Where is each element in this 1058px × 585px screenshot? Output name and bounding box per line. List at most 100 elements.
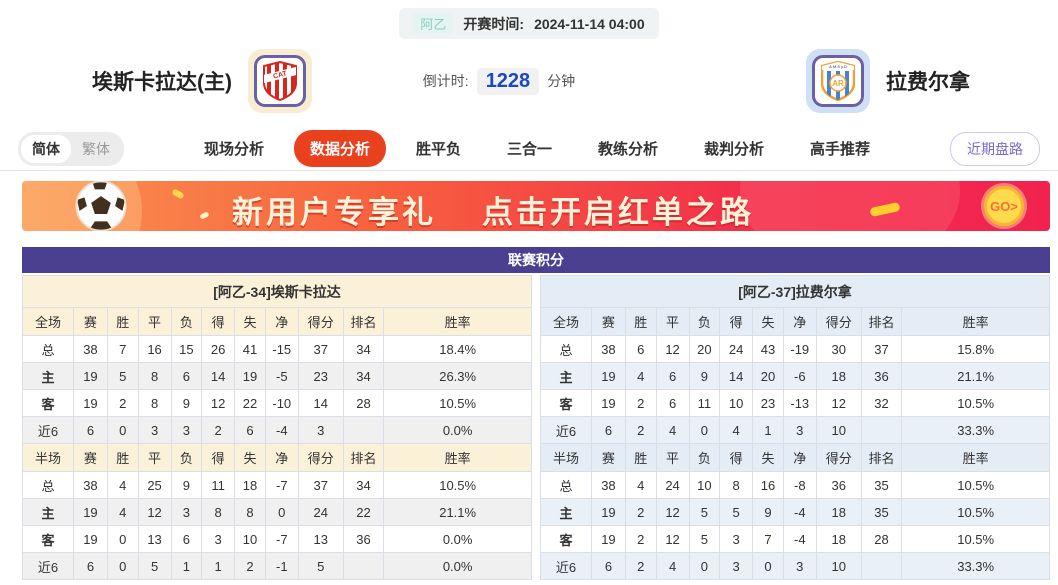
stat-cell: 34 — [342, 362, 385, 390]
stat-cell: 15.8% — [901, 335, 1050, 363]
stat-cell: 38 — [72, 335, 108, 363]
stat-cell: 30 — [815, 335, 862, 363]
stat-cell: 2 — [624, 498, 657, 526]
stat-cell: 41 — [234, 335, 266, 363]
tab-2[interactable]: 胜平负 — [400, 130, 477, 167]
stats-table-right: [阿乙-37]拉费尔拿 全场赛胜平负得失净得分 排名 胜率总 38 6 12 20 24 43 -1… — [540, 275, 1050, 580]
tab-4[interactable]: 教练分析 — [582, 130, 674, 167]
column-header: 排名 — [860, 443, 903, 472]
lang-simplified-button[interactable]: 简体 — [21, 134, 71, 163]
stat-cell: 1 — [170, 552, 203, 580]
stat-cell: -7 — [264, 525, 299, 553]
stat-cell: 38 — [590, 335, 626, 363]
stat-cell: 0 — [688, 416, 721, 444]
stat-cell: 36 — [860, 362, 903, 390]
stat-cell: 26.3% — [383, 362, 532, 390]
stat-cell: 28 — [860, 525, 903, 553]
navbar: 简体 繁体 现场分析 数据分析 胜平负 三合一 教练分析 裁判分析 高手推荐 近期盘路 — [0, 127, 1058, 171]
promo-banner[interactable]: 新用户专享礼 点击开启红单之路 GO> — [22, 181, 1050, 231]
row-label: 客 — [22, 525, 74, 553]
stat-cell: -4 — [264, 416, 299, 444]
stat-cell: 5 — [137, 552, 172, 580]
table-row: 近6 6 2 4 0 3 0 3 10 33.3% — [540, 552, 1050, 580]
stat-cell: 0 — [752, 552, 784, 580]
stat-cell — [342, 416, 385, 444]
stat-cell: 2 — [201, 416, 236, 444]
countdown: 倒计时: 1228 分钟 — [423, 67, 575, 95]
tab-1[interactable]: 数据分析 — [293, 130, 386, 167]
table-row: 主 19 5 8 6 14 19 -5 23 34 26.3% — [22, 362, 532, 390]
stat-cell: 6 — [590, 552, 626, 580]
stat-cell: 12 — [655, 525, 690, 553]
stat-cell: 9 — [688, 362, 721, 390]
stat-cell: -8 — [782, 471, 817, 499]
column-header: 全场 — [22, 307, 74, 336]
column-header: 净 — [264, 307, 299, 336]
home-team: 埃斯卡拉达(主) CAT — [92, 49, 312, 113]
stat-cell: 10 — [234, 525, 266, 553]
stat-cell: 12 — [137, 498, 172, 526]
tab-3[interactable]: 三合一 — [491, 130, 568, 167]
stat-cell: 2 — [624, 552, 657, 580]
column-header: 负 — [170, 307, 203, 336]
stat-cell: 33.3% — [901, 416, 1050, 444]
tab-5[interactable]: 裁判分析 — [688, 130, 780, 167]
column-header: 胜率 — [901, 307, 1050, 336]
tab-6[interactable]: 高手推荐 — [794, 130, 886, 167]
tab-0[interactable]: 现场分析 — [188, 130, 280, 167]
stat-cell: 14 — [297, 389, 344, 417]
stat-cell: 6 — [655, 362, 690, 390]
row-label: 客 — [540, 389, 592, 417]
stat-cell: -6 — [782, 362, 817, 390]
column-header: 失 — [234, 443, 266, 472]
stat-cell: 2 — [624, 525, 657, 553]
stat-cell: 3 — [782, 416, 817, 444]
stat-cell: 6 — [170, 362, 203, 390]
row-label: 主 — [540, 362, 592, 390]
stat-cell: 4 — [655, 552, 690, 580]
stat-cell: -19 — [782, 335, 817, 363]
stat-cell: 5 — [297, 552, 344, 580]
stat-cell: 3 — [297, 416, 344, 444]
column-header: 排名 — [860, 307, 903, 336]
column-header: 排名 — [342, 443, 385, 472]
stat-cell: 11 — [688, 389, 721, 417]
stat-cell: 28 — [342, 389, 385, 417]
column-header: 失 — [752, 307, 784, 336]
banner-text: 新用户专享礼 点击开启红单之路 — [232, 187, 754, 231]
table-row: 总 38 7 16 15 26 41 -15 37 34 18.4% — [22, 335, 532, 363]
table-row: 主 19 2 12 5 5 9 -4 18 35 10.5% — [540, 498, 1050, 526]
stat-cell: 2 — [624, 389, 657, 417]
table-row: 主 19 4 12 3 8 8 0 24 22 21.1% — [22, 498, 532, 526]
row-label: 客 — [22, 389, 74, 417]
table-row: 近6 6 0 3 3 2 6 -4 3 0.0% — [22, 416, 532, 444]
column-header: 胜率 — [901, 443, 1050, 472]
topbar: 阿乙 开赛时间: 2024-11-14 04:00 — [0, 0, 1058, 39]
stat-cell: 19 — [72, 498, 108, 526]
stat-cell: 10.5% — [901, 389, 1050, 417]
column-header: 排名 — [342, 307, 385, 336]
column-header: 胜率 — [383, 443, 532, 472]
stat-cell: 0 — [106, 416, 139, 444]
stat-cell: 6 — [72, 416, 108, 444]
lang-traditional-button[interactable]: 繁体 — [71, 135, 121, 163]
stat-cell: 35 — [860, 498, 903, 526]
row-label: 总 — [22, 471, 74, 499]
stat-cell: 5 — [106, 362, 139, 390]
away-team-shield-icon: A.M.S.y.D AR — [811, 55, 864, 107]
stat-cell: 14 — [201, 362, 236, 390]
home-team-shield-icon: CAT — [254, 55, 306, 107]
stat-cell: 43 — [752, 335, 784, 363]
stat-cell: 20 — [752, 362, 784, 390]
stat-cell: 35 — [860, 471, 903, 499]
stat-cell: 19 — [590, 525, 626, 553]
stat-cell: 4 — [106, 498, 139, 526]
stat-cell: 36 — [342, 525, 385, 553]
stat-cell: 20 — [688, 335, 721, 363]
recent-trend-button[interactable]: 近期盘路 — [950, 131, 1040, 166]
column-header: 平 — [655, 307, 690, 336]
stat-cell: 21.1% — [383, 498, 532, 526]
go-button[interactable]: GO> — [984, 186, 1024, 226]
stat-cell: 12 — [815, 389, 862, 417]
stat-cell: 3 — [719, 552, 754, 580]
